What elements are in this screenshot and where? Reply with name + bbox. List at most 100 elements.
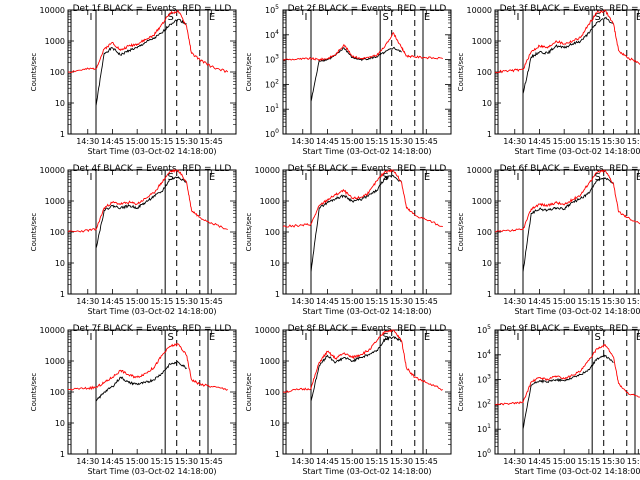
y-tick-label: 10000 bbox=[40, 166, 65, 175]
x-tick-label: 14:45 bbox=[316, 297, 339, 306]
x-tick-label: 15:00 bbox=[341, 137, 364, 146]
y-axis-label: Counts/sec bbox=[30, 373, 38, 412]
y-tick-label: 10000 bbox=[255, 166, 280, 175]
y-tick-label: 10000 bbox=[467, 166, 492, 175]
y-tick-label: 100 bbox=[50, 228, 65, 237]
y-tick-label: 100 bbox=[50, 388, 65, 397]
x-tick-label: 15:00 bbox=[341, 297, 364, 306]
y-tick-label: 1 bbox=[487, 130, 492, 139]
x-tick-label: 15:30 bbox=[390, 457, 413, 466]
x-tick-label: 14:45 bbox=[101, 457, 124, 466]
series-lld bbox=[494, 169, 640, 233]
y-tick-label: 1000 bbox=[45, 357, 65, 366]
series-events bbox=[522, 354, 614, 430]
marker-label: S bbox=[168, 172, 174, 183]
series-events bbox=[95, 360, 187, 402]
x-axis-label: Start Time (03-Oct-02 14:18:00) bbox=[514, 467, 640, 476]
marker-label: E bbox=[636, 172, 640, 183]
series-lld bbox=[67, 9, 229, 73]
y-axis-label: Counts/sec bbox=[457, 373, 465, 412]
panel-title: Det 4f BLACK = Events, RED = LLD bbox=[73, 164, 232, 174]
panel-title: Det 1f BLACK = Events, RED = LLD bbox=[73, 4, 232, 14]
x-tick-label: 15:30 bbox=[390, 137, 413, 146]
y-tick-label: 105 bbox=[477, 324, 491, 335]
y-tick-label: 102 bbox=[477, 398, 491, 409]
x-tick-label: 14:30 bbox=[291, 457, 314, 466]
y-tick-label: 100 bbox=[50, 68, 65, 77]
x-tick-label: 15:00 bbox=[553, 137, 576, 146]
plot-frame bbox=[494, 329, 640, 455]
x-tick-label: 15:45 bbox=[627, 137, 640, 146]
marker-label: S bbox=[168, 12, 174, 23]
x-tick-label: 14:30 bbox=[76, 137, 99, 146]
x-tick-label: 15:15 bbox=[365, 297, 388, 306]
y-tick-label: 105 bbox=[265, 4, 279, 15]
y-tick-label: 10 bbox=[55, 259, 65, 268]
y-tick-label: 101 bbox=[477, 423, 491, 434]
y-axis-label: Counts/sec bbox=[245, 53, 253, 92]
y-axis-label: Counts/sec bbox=[245, 373, 253, 412]
y-tick-label: 10 bbox=[270, 259, 280, 268]
series-lld bbox=[494, 343, 640, 406]
y-axis-label: Counts/sec bbox=[457, 213, 465, 252]
y-tick-label: 1 bbox=[60, 450, 65, 459]
marker-label: I bbox=[90, 332, 93, 343]
series-events bbox=[522, 176, 615, 273]
panel-det-6: Det 6f BLACK = Events, RED = LLD 1 10 100 10… bbox=[457, 164, 640, 316]
y-tick-label: 100 bbox=[265, 128, 279, 139]
y-tick-label: 1000 bbox=[260, 357, 280, 366]
y-tick-label: 103 bbox=[477, 374, 491, 385]
x-tick-label: 15:30 bbox=[175, 297, 198, 306]
panel-title: Det 7f BLACK = Events, RED = LLD bbox=[73, 324, 232, 334]
x-tick-label: 15:15 bbox=[365, 457, 388, 466]
panel-title: Det 5f BLACK = Events, RED = LLD bbox=[288, 164, 447, 174]
y-axis-label: Counts/sec bbox=[30, 213, 38, 252]
x-tick-label: 14:45 bbox=[528, 457, 551, 466]
marker-label: E bbox=[424, 12, 430, 23]
x-axis-label: Start Time (03-Oct-02 14:18:00) bbox=[87, 147, 216, 156]
series-lld bbox=[282, 329, 444, 393]
x-tick-label: 15:00 bbox=[126, 137, 149, 146]
y-tick-label: 102 bbox=[265, 78, 279, 89]
plot-frame bbox=[494, 9, 640, 135]
y-tick-label: 1 bbox=[275, 290, 280, 299]
panel-det-5: Det 5f BLACK = Events, RED = LLD 1 10 100 10… bbox=[245, 164, 452, 316]
x-tick-label: 15:45 bbox=[200, 297, 223, 306]
x-axis-label: Start Time (03-Oct-02 14:18:00) bbox=[514, 307, 640, 316]
marker-label: E bbox=[424, 172, 430, 183]
x-tick-label: 14:30 bbox=[291, 297, 314, 306]
marker-label: I bbox=[517, 172, 520, 183]
x-tick-label: 14:30 bbox=[291, 137, 314, 146]
x-axis-label: Start Time (03-Oct-02 14:18:00) bbox=[302, 467, 431, 476]
x-tick-label: 15:15 bbox=[150, 457, 173, 466]
x-tick-label: 15:15 bbox=[577, 457, 600, 466]
x-tick-label: 14:45 bbox=[316, 457, 339, 466]
series-events bbox=[95, 18, 187, 107]
x-tick-label: 14:45 bbox=[316, 137, 339, 146]
y-tick-label: 1 bbox=[60, 290, 65, 299]
y-tick-label: 100 bbox=[265, 228, 280, 237]
y-tick-label: 10 bbox=[270, 419, 280, 428]
marker-label: E bbox=[424, 332, 430, 343]
y-tick-label: 1000 bbox=[45, 37, 65, 46]
x-tick-label: 15:30 bbox=[602, 457, 625, 466]
marker-label: I bbox=[517, 332, 520, 343]
x-tick-label: 15:15 bbox=[150, 297, 173, 306]
x-axis-label: Start Time (03-Oct-02 14:18:00) bbox=[87, 307, 216, 316]
x-tick-label: 15:00 bbox=[126, 297, 149, 306]
y-tick-label: 100 bbox=[477, 228, 492, 237]
x-axis-label: Start Time (03-Oct-02 14:18:00) bbox=[302, 307, 431, 316]
x-tick-label: 15:00 bbox=[341, 457, 364, 466]
marker-label: E bbox=[209, 172, 215, 183]
y-tick-label: 10 bbox=[55, 99, 65, 108]
x-tick-label: 15:45 bbox=[415, 137, 438, 146]
panel-det-7: Det 7f BLACK = Events, RED = LLD 1 10 100 10… bbox=[30, 324, 237, 476]
series-lld bbox=[67, 168, 228, 233]
y-tick-label: 103 bbox=[265, 54, 279, 65]
y-axis-label: Counts/sec bbox=[457, 53, 465, 92]
panel-title: Det 3f BLACK = Events, RED = LLD bbox=[500, 4, 640, 14]
plot-frame bbox=[67, 329, 237, 455]
series-events bbox=[522, 16, 614, 94]
x-axis-label: Start Time (03-Oct-02 14:18:00) bbox=[302, 147, 431, 156]
